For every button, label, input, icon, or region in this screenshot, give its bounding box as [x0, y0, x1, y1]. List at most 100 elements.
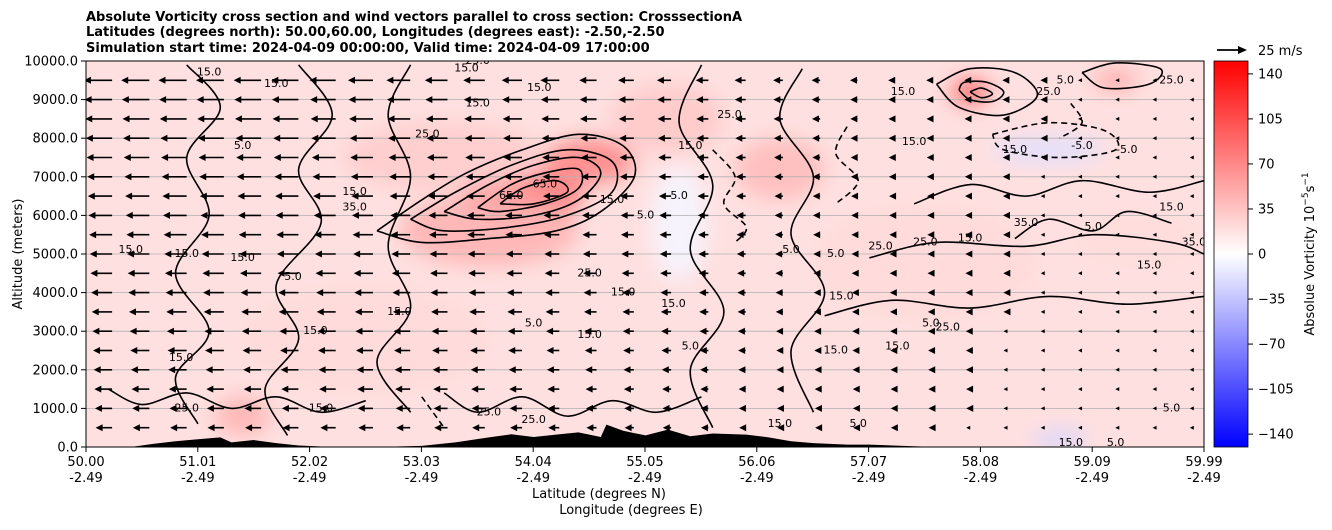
- wind-vector-256: [582, 250, 597, 258]
- wind-vector-155: [394, 366, 411, 374]
- wind-vector-513: [1115, 425, 1120, 430]
- wind-vector-391: [851, 211, 859, 219]
- wind-vector-259: [581, 192, 597, 200]
- wind-vector-383: [852, 366, 860, 374]
- wind-vector-69: [199, 192, 224, 200]
- wind-vector-492: [1040, 96, 1048, 104]
- wind-vector-483: [1040, 271, 1045, 276]
- wind-vector-444: [965, 289, 973, 297]
- x-tick-lon-0: -2.49: [69, 471, 103, 486]
- x-tick-lon-8: -2.49: [964, 471, 998, 486]
- contour-label-56: 5.0: [1107, 436, 1125, 449]
- wind-vector-206: [464, 115, 485, 123]
- x-tick-lon-7: -2.49: [852, 471, 886, 486]
- wind-vector-545: [1152, 174, 1157, 179]
- wind-vector-88: [237, 192, 262, 200]
- negative-contour-24: [1059, 103, 1083, 139]
- wind-vector-26: [128, 289, 150, 297]
- wind-vector-16: [86, 115, 113, 123]
- y-tick-label-8: 8000.0: [33, 132, 79, 147]
- contour-label-53: 35.0: [1182, 235, 1207, 248]
- wind-vector-193: [470, 366, 485, 374]
- wind-vector-229: [547, 404, 560, 412]
- wind-vector-418: [928, 424, 936, 432]
- wind-vector-409: [889, 231, 897, 239]
- contour-labels: 15.015.015.015.025.015.025.065.065.015.0…: [119, 61, 1207, 449]
- wind-vector-152: [396, 424, 411, 432]
- wind-vector-417: [888, 76, 896, 84]
- x-tick-lon-9: -2.49: [1075, 471, 1109, 486]
- wind-vector-338: [735, 134, 746, 142]
- wind-vector-496: [1078, 387, 1083, 392]
- wind-vector-99: [280, 347, 299, 354]
- wind-vector-313: [698, 250, 709, 258]
- wind-vector-435: [926, 96, 934, 104]
- contour-line-14: [869, 233, 1204, 259]
- wind-vector-66: [201, 250, 224, 258]
- wind-vector-546: [1152, 155, 1157, 160]
- wind-vector-474: [1002, 76, 1010, 84]
- contour-line-7: [376, 64, 412, 413]
- wind-vector-356: [774, 154, 783, 161]
- wind-vector-184: [427, 173, 448, 181]
- wind-vector-315: [697, 211, 709, 219]
- wind-vector-373: [812, 192, 821, 200]
- wind-vector-132: [309, 76, 336, 84]
- wind-vector-139: [354, 308, 373, 316]
- wind-vector-210: [509, 404, 523, 412]
- wind-vector-464: [1003, 269, 1011, 277]
- wind-vector-161: [391, 250, 411, 258]
- wind-vector-224: [503, 134, 523, 142]
- wind-vector-36: [121, 96, 150, 104]
- wind-vector-510: [1078, 116, 1083, 121]
- contour-line-18: [913, 179, 1204, 205]
- contour-label-48: -5.0: [1071, 139, 1092, 152]
- wind-vector-323: [739, 424, 747, 432]
- wind-vector-476: [1040, 406, 1045, 411]
- wind-vector-324: [738, 404, 746, 412]
- wind-vector-548: [1152, 116, 1157, 121]
- wind-vector-258: [582, 211, 597, 219]
- contour-label-25: 15.0: [678, 139, 703, 152]
- wind-vector-130: [310, 115, 336, 123]
- wind-vector-145: [351, 192, 373, 200]
- wind-vector-530: [1115, 97, 1120, 102]
- wind-vector-517: [1115, 348, 1120, 353]
- wind-vector-454: [964, 96, 972, 104]
- wind-vector-178: [430, 289, 448, 297]
- colorbar-tick-label-0: 140: [1258, 67, 1283, 82]
- wind-vector-109: [273, 154, 299, 161]
- wind-vector-218: [505, 250, 523, 258]
- wind-vector-450: [964, 173, 972, 181]
- wind-vector-47: [164, 250, 187, 258]
- wind-vector-73: [197, 115, 224, 123]
- wind-vector-394: [850, 154, 858, 161]
- wind-vector-429: [927, 211, 935, 219]
- wind-vector-508: [1078, 155, 1083, 160]
- contour-label-45: 15.0: [891, 85, 916, 98]
- wind-vector-427: [927, 250, 935, 258]
- wind-vector-306: [700, 385, 709, 393]
- wind-vector-189: [424, 76, 448, 84]
- wind-vector-419: [928, 404, 936, 412]
- contour-label-54: 5.0: [1163, 401, 1181, 414]
- wind-vector-55: [159, 96, 187, 104]
- wind-vector-433: [926, 134, 934, 142]
- wind-vector-300: [657, 134, 672, 142]
- negative-contour-20: [991, 121, 1120, 159]
- wind-vector-5: [92, 327, 113, 335]
- wind-vector-76: [245, 424, 262, 432]
- wind-vector-208: [463, 76, 485, 84]
- wind-vector-151: [347, 76, 373, 84]
- wind-vector-379: [811, 76, 821, 84]
- wind-vector-246: [540, 76, 560, 84]
- wind-vector-181: [429, 231, 448, 239]
- wind-vector-2: [94, 385, 113, 393]
- wind-vector-235: [545, 289, 560, 297]
- wind-vector-216: [506, 289, 523, 297]
- wind-vector-19: [132, 424, 150, 432]
- wind-vector-311: [698, 289, 709, 297]
- wind-vector-153: [395, 404, 411, 412]
- wind-vector-58: [206, 404, 224, 412]
